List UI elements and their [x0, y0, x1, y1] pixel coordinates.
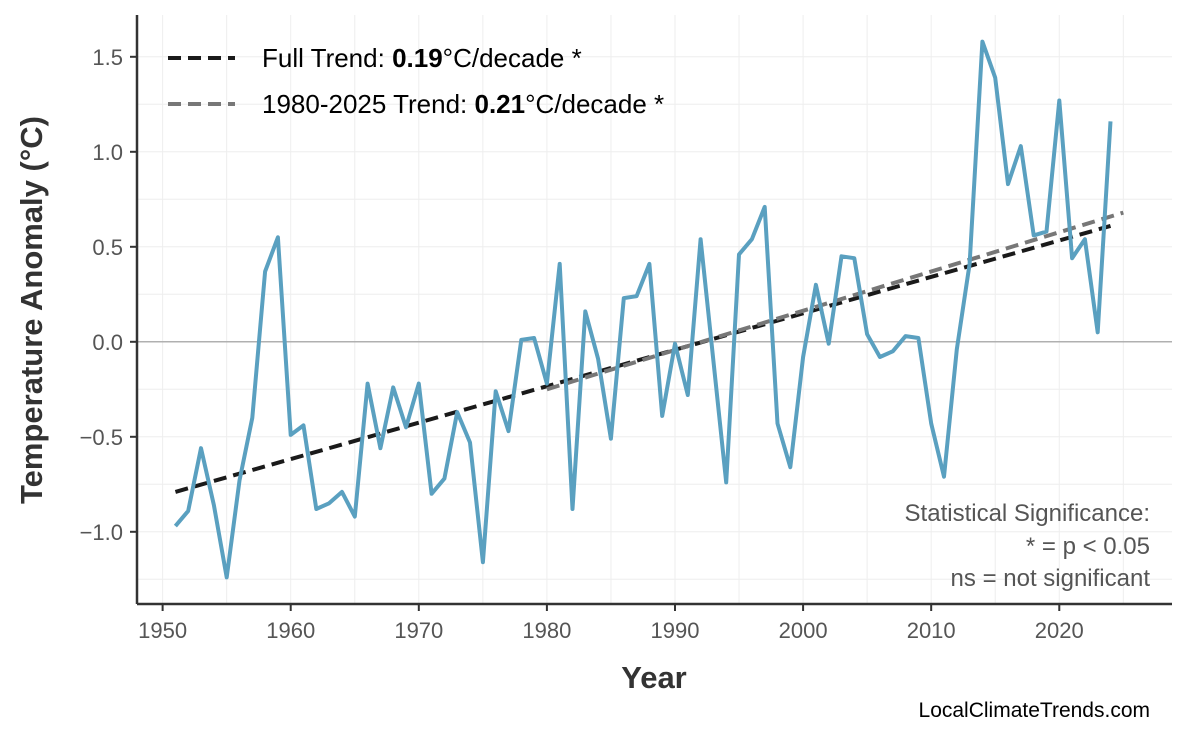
x-tick-label: 1970 [394, 618, 443, 643]
watermark: LocalClimateTrends.com [919, 699, 1150, 722]
y-tick-label: 1.0 [92, 140, 123, 165]
y-tick-label: 0.0 [92, 330, 123, 355]
y-axis-title: Temperature Anomaly (°C) [14, 116, 49, 504]
x-axis-title: Year [621, 660, 687, 695]
note-line-3: ns = not significant [951, 565, 1151, 592]
legend: Full Trend: 0.19°C/decade * 1980-2025 Tr… [168, 43, 664, 119]
x-tick-label: 2020 [1035, 618, 1084, 643]
series-line-temperature-anomaly [173, 39, 1113, 580]
x-tick-label: 1990 [651, 618, 700, 643]
x-tick-label: 1960 [266, 618, 315, 643]
legend-label-recent-trend: 1980-2025 Trend: 0.21°C/decade * [262, 89, 664, 119]
x-tick-label: 2010 [907, 618, 956, 643]
axes [130, 15, 1172, 611]
note-line-2: * = p < 0.05 [1026, 533, 1150, 560]
x-tick-label: 2000 [779, 618, 828, 643]
x-tick-label: 1980 [522, 618, 571, 643]
tick-labels: 1950 1960 1970 1980 1990 2000 2010 2020 −1.0 −0.5… [80, 45, 1084, 643]
y-tick-label: 0.5 [92, 235, 123, 260]
y-tick-label: 1.5 [92, 45, 123, 70]
trend-lines [174, 210, 1124, 494]
significance-note: Statistical Significance: * = p < 0.05 n… [905, 500, 1151, 592]
note-line-1: Statistical Significance: [905, 500, 1150, 527]
x-tick-label: 1950 [138, 618, 187, 643]
y-tick-label: −1.0 [80, 520, 123, 545]
y-tick-label: −0.5 [80, 425, 123, 450]
legend-label-full-trend: Full Trend: 0.19°C/decade * [262, 43, 582, 73]
